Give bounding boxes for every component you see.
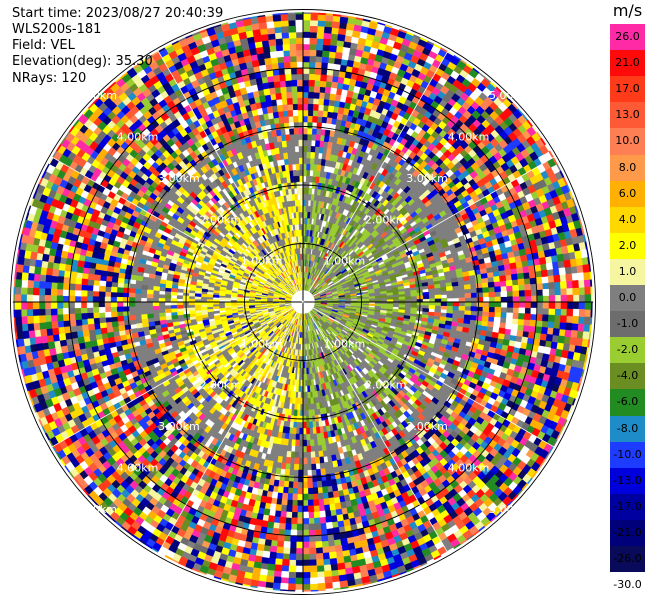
range-ring-label: 1.00km <box>241 337 283 350</box>
azimuth-spoke <box>302 156 555 303</box>
colorbar-tick-label: 13.0 <box>615 108 640 122</box>
colorbar-swatch <box>610 441 645 469</box>
colorbar-tick-label: 0.0 <box>618 291 637 305</box>
range-ring-labels: 1.00km 1.00km 1.00km 1.00km 2.00km 2.00km 2.00… <box>75 89 530 516</box>
colorbar-swatch <box>610 311 645 338</box>
colorbar-tick-label: 6.0 <box>618 186 637 200</box>
colorbar-swatch <box>610 50 645 77</box>
range-ring-label: 2.00km <box>200 213 242 226</box>
azimuth-spoke <box>157 50 304 303</box>
colorbar-tick-label: 21.0 <box>615 56 640 70</box>
range-ring-label: 4.00km <box>448 462 490 475</box>
colorbar-tick-label: -6.0 <box>616 395 639 409</box>
colorbar-tick-label: -10.0 <box>613 447 642 461</box>
range-ring-label: 2.00km <box>365 213 407 226</box>
colorbar-title: m/s <box>612 1 643 20</box>
colorbar-tick-label: 4.0 <box>618 212 637 226</box>
range-ring-label: 5.00km <box>489 89 531 102</box>
colorbar-tick-label: 1.0 <box>618 264 637 278</box>
range-ring-label: 5.00km <box>75 89 117 102</box>
colorbar-swatch <box>610 206 645 234</box>
colorbar-swatch <box>610 572 645 599</box>
colorbar-swatch <box>610 493 645 521</box>
colorbar-swatch <box>610 154 645 182</box>
colorbar-tick-label: -21.0 <box>613 525 642 539</box>
colorbar-swatch <box>610 180 645 208</box>
colorbar-tick-label: -2.0 <box>616 343 639 357</box>
colorbar-swatch <box>610 467 645 495</box>
colorbar-swatch <box>610 285 645 312</box>
colorbar-swatch <box>610 337 645 364</box>
range-ring-label: 3.00km <box>406 172 448 185</box>
ppi-plot: 1.00km 1.00km 1.00km 1.00km 2.00km 2.00km 2.00… <box>10 9 596 595</box>
colorbar-swatch <box>610 76 645 103</box>
azimuth-spoke <box>51 156 304 303</box>
azimuth-spoke <box>302 301 555 448</box>
colorbar-tick-label: -8.0 <box>616 421 639 435</box>
range-ring-label: 5.00km <box>75 503 117 516</box>
colorbar-tick-label: 26.0 <box>615 30 640 44</box>
colorbar-tick-label: -1.0 <box>616 317 639 331</box>
colorbar-swatch <box>610 24 645 51</box>
outer-edge <box>12 11 594 593</box>
range-ring-label: 1.00km <box>324 255 366 268</box>
colorbar-tick-label: 8.0 <box>618 160 637 174</box>
colorbar-swatch <box>610 415 645 443</box>
instrument-name: WLS200s-181 <box>12 22 102 37</box>
colorbar-swatch <box>610 258 645 286</box>
azimuth-spoke <box>51 301 304 448</box>
nrays-text: NRays: 120 <box>12 71 87 86</box>
range-ring <box>10 9 596 595</box>
range-ring-label: 4.00km <box>117 131 159 144</box>
colorbar-tick-label: -17.0 <box>613 499 642 513</box>
colorbar-tick-label: -4.0 <box>616 369 639 383</box>
colorbar-tick-label: 17.0 <box>615 82 640 96</box>
range-ring-label: 3.00km <box>406 420 448 433</box>
colorbar: m/s 26.0 21.0 17.0 13.0 10.0 8.0 6.0 4.0 2.0 1.0 0… <box>608 0 647 607</box>
colorbar-tick-label: 10.0 <box>615 134 640 148</box>
colorbar-swatch <box>610 519 645 547</box>
range-ring-label: 4.00km <box>448 131 490 144</box>
colorbar-tick-label: 2.0 <box>618 238 637 252</box>
colorbar-swatch <box>610 363 645 390</box>
azimuth-spoke <box>302 50 449 303</box>
colorbar-swatch <box>610 232 645 260</box>
colorbar-swatch <box>610 102 645 129</box>
range-ring-label: 1.00km <box>241 255 283 268</box>
azimuth-spoke <box>157 301 304 554</box>
start-time-text: Start time: 2023/08/27 20:40:39 <box>12 6 224 21</box>
colorbar-swatch <box>610 128 645 155</box>
azimuth-spokes <box>12 11 594 593</box>
colorbar-swatch <box>610 546 645 573</box>
range-ring-label: 5.00km <box>489 503 531 516</box>
colorbar-tick-label: -26.0 <box>613 552 642 566</box>
field-text: Field: VEL <box>12 38 75 53</box>
range-ring-label: 1.00km <box>324 337 366 350</box>
colorbar-tick-label: -13.0 <box>613 473 642 487</box>
range-ring-label: 2.00km <box>200 379 242 392</box>
colorbar-swatch <box>610 389 645 416</box>
velocity-gates <box>12 11 594 593</box>
range-ring-label: 2.00km <box>365 379 407 392</box>
elevation-text: Elevation(deg): 35.30 <box>12 54 153 69</box>
colorbar-tick-label: -30.0 <box>613 578 642 592</box>
range-ring-label: 3.00km <box>158 172 200 185</box>
range-ring-label: 4.00km <box>117 462 159 475</box>
range-ring-label: 3.00km <box>158 420 200 433</box>
azimuth-spoke <box>302 301 449 554</box>
